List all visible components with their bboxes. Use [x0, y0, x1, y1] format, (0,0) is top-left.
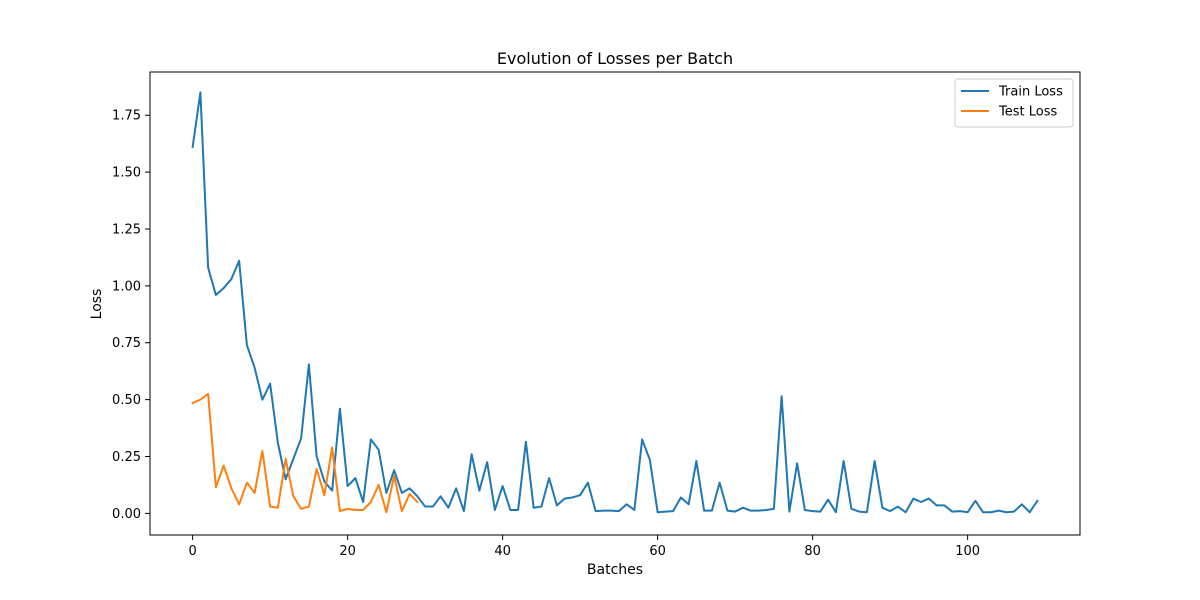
legend-label: Test Loss: [998, 105, 1057, 120]
y-tick-label: 1.75: [112, 109, 141, 124]
legend-label: Train Loss: [998, 85, 1063, 100]
y-axis-title: Loss: [89, 289, 105, 320]
y-tick-label: 0.50: [112, 393, 141, 408]
series-line-test-loss: [191, 392, 419, 514]
x-tick-label: 80: [804, 544, 821, 559]
y-tick-label: 0.75: [112, 336, 141, 351]
y-tick-label: 1.50: [112, 166, 141, 181]
x-tick-label: 40: [494, 544, 511, 559]
x-tick-label: 60: [649, 544, 666, 559]
chart-title: Evolution of Losses per Batch: [497, 49, 733, 68]
series-line-train-loss: [191, 91, 1039, 514]
plot-area: 0 20 40 60 80 100 0.00 0.25 0.50 0.75 1.00 1.25 1.50…: [112, 71, 1081, 559]
legend: Train Loss Test Loss: [954, 78, 1074, 128]
x-axis-title: Batches: [587, 562, 643, 578]
y-tick-label: 1.25: [112, 222, 141, 237]
y-tick-label: 0.00: [112, 507, 141, 522]
axes-frame: [149, 71, 1081, 536]
x-tick-label: 0: [188, 544, 196, 559]
y-tick-label: 0.25: [112, 450, 141, 465]
x-tick-label: 100: [955, 544, 980, 559]
y-tick-label: 1.00: [112, 279, 141, 294]
x-tick-label: 20: [339, 544, 356, 559]
